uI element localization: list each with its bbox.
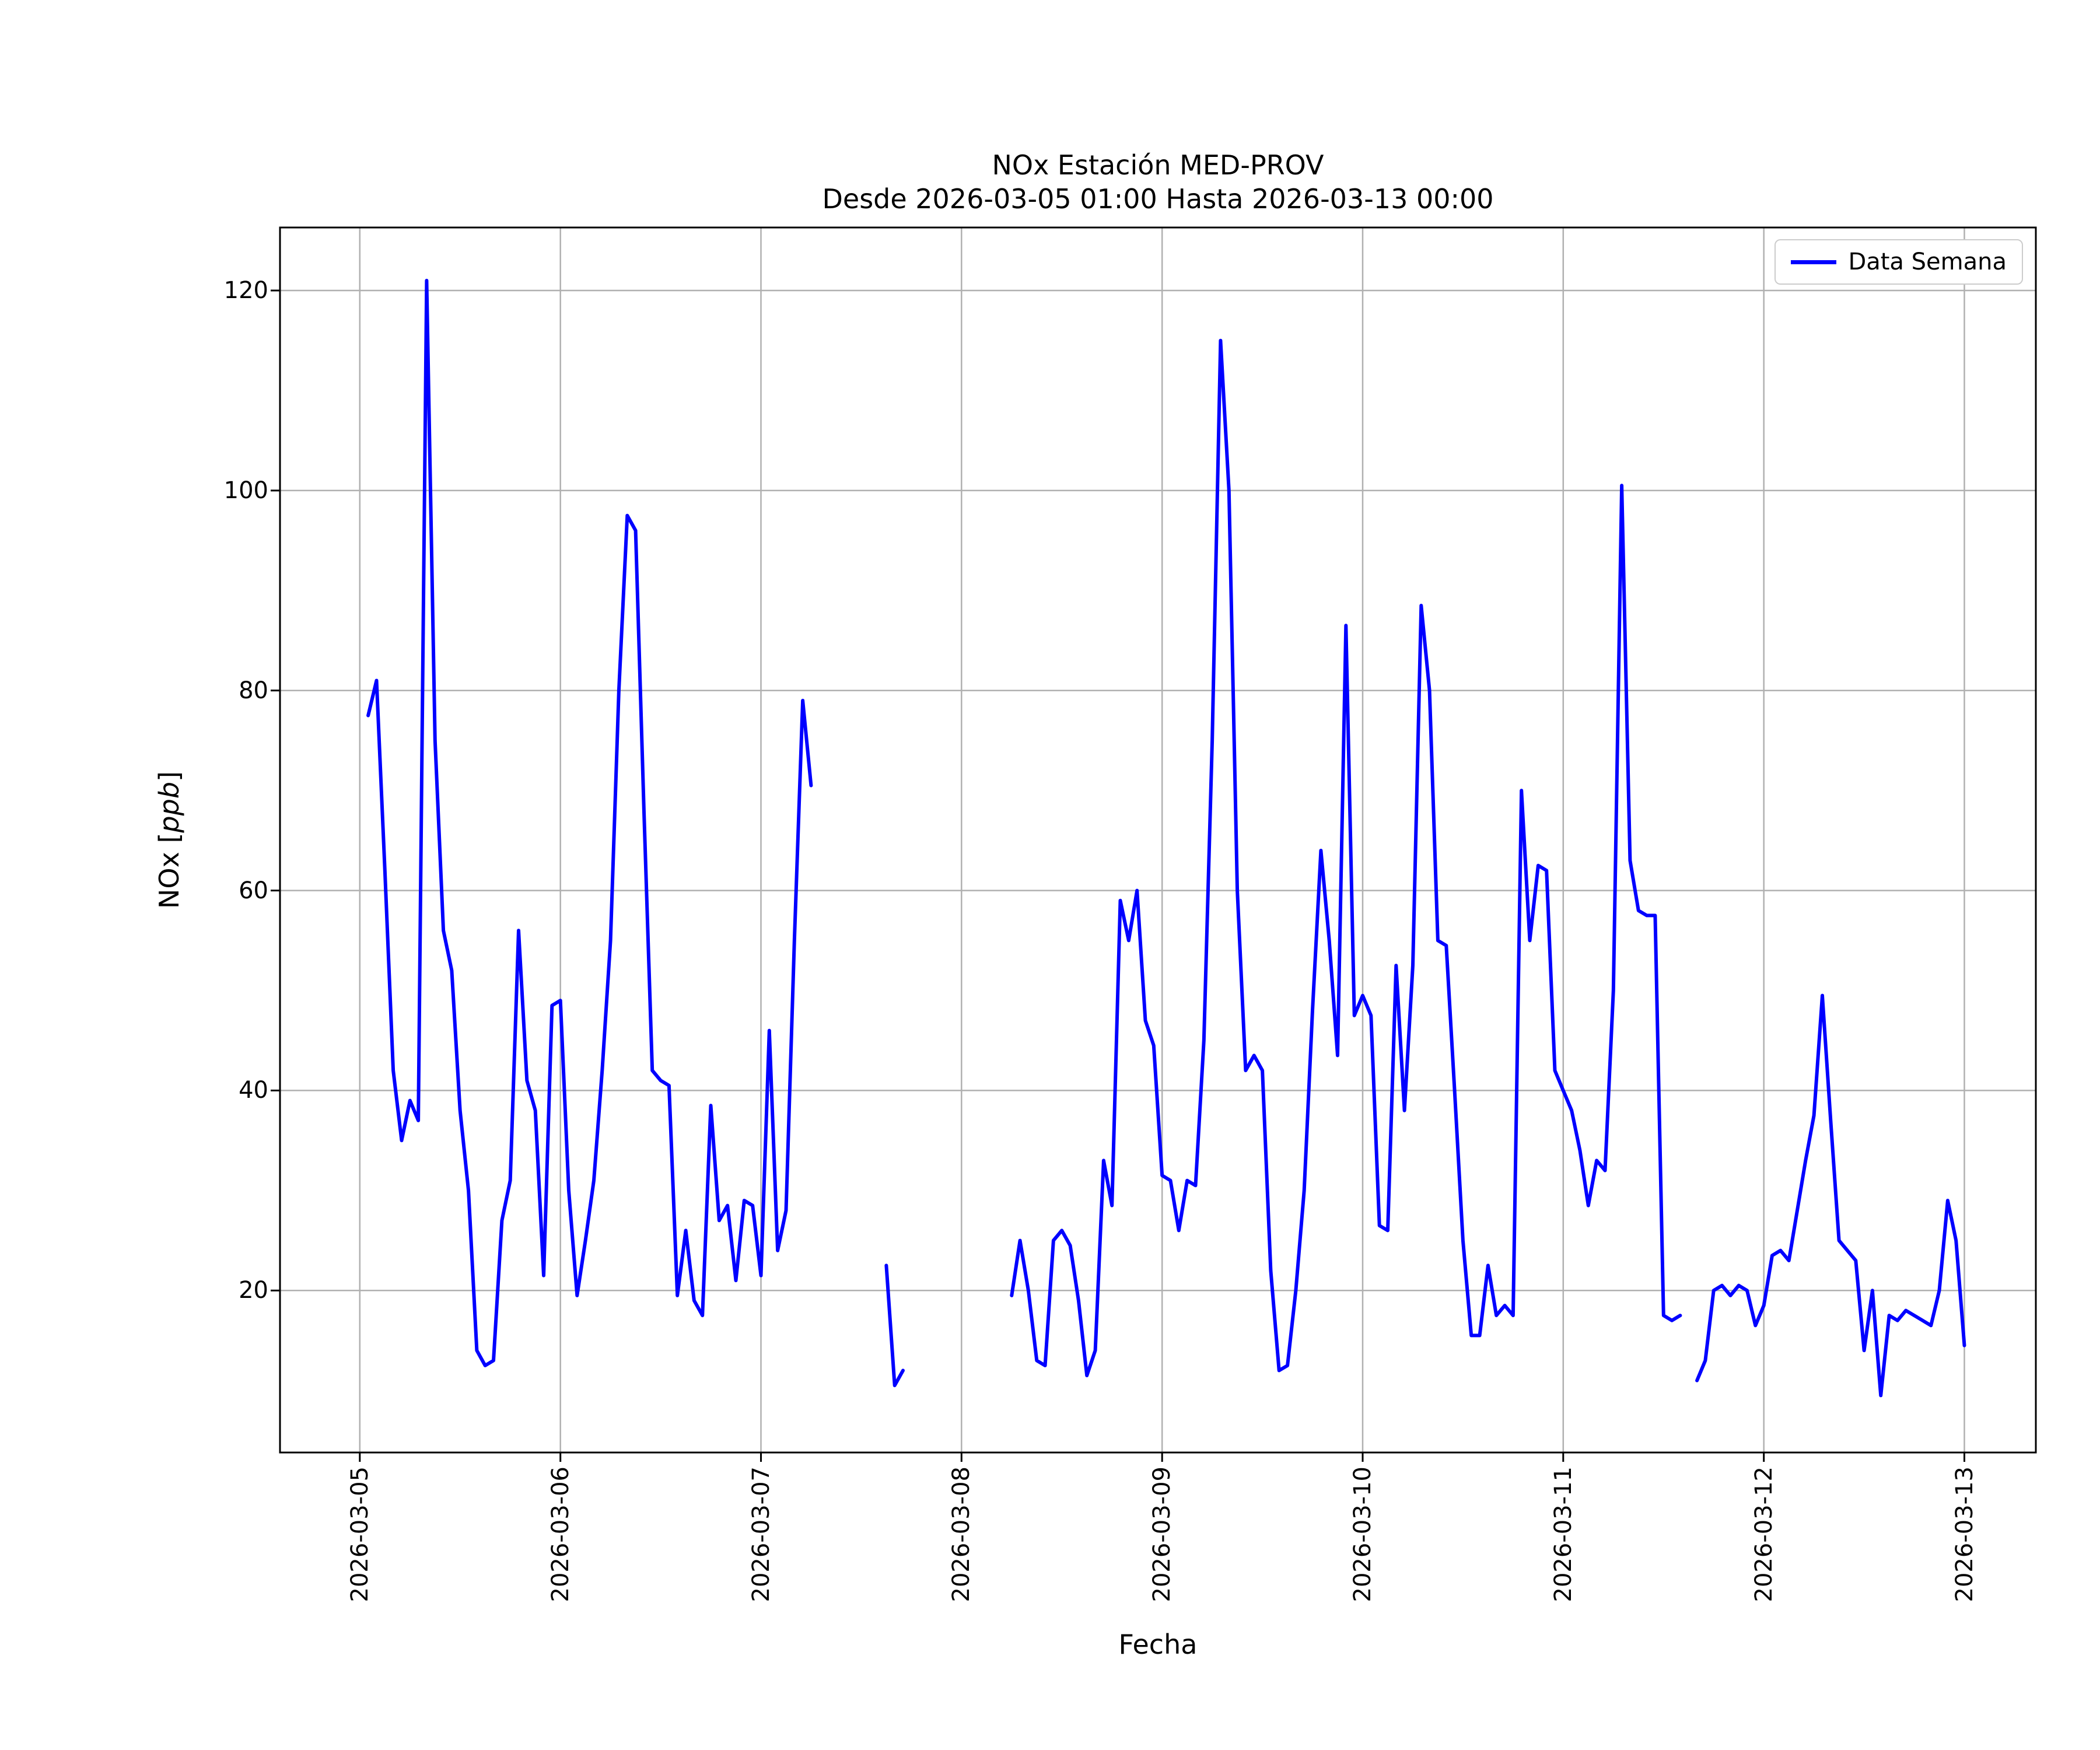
y-tick-label: 120 — [223, 277, 268, 304]
x-tick-label: 2026-03-05 — [346, 1466, 373, 1602]
legend-label: Data Semana — [1848, 249, 2007, 275]
chart-title: NOx Estación MED-PROV — [992, 149, 1324, 181]
chart-title-block: NOx Estación MED-PROV Desde 2026-03-05 0… — [280, 148, 2036, 216]
x-tick-label: 2026-03-12 — [1750, 1466, 1777, 1602]
y-axis-label-units: ppb — [153, 781, 185, 833]
y-tick-label: 40 — [239, 1077, 268, 1104]
y-tick-label: 100 — [223, 477, 268, 504]
x-tick-label: 2026-03-07 — [747, 1466, 775, 1602]
x-tick-label: 2026-03-09 — [1149, 1466, 1176, 1602]
axes-spines — [279, 226, 2037, 1454]
x-tick-label: 2026-03-10 — [1349, 1466, 1376, 1602]
y-axis-label-suffix: ] — [153, 771, 185, 782]
data-line-data-semana — [366, 278, 1966, 1398]
x-tick-label: 2026-03-08 — [948, 1466, 975, 1602]
y-tick-label: 20 — [239, 1277, 268, 1304]
x-axis-label: Fecha — [1118, 1629, 1198, 1660]
y-tick-label: 60 — [239, 877, 268, 904]
x-tick-label: 2026-03-11 — [1549, 1466, 1577, 1602]
legend-line-sample — [1791, 260, 1837, 264]
x-tick-label: 2026-03-06 — [547, 1466, 574, 1602]
x-tick-label: 2026-03-13 — [1951, 1466, 1978, 1602]
legend: Data Semana — [1774, 239, 2023, 285]
y-tick-label: 80 — [239, 677, 268, 704]
chart-subtitle: Desde 2026-03-05 01:00 Hasta 2026-03-13 … — [822, 183, 1494, 215]
